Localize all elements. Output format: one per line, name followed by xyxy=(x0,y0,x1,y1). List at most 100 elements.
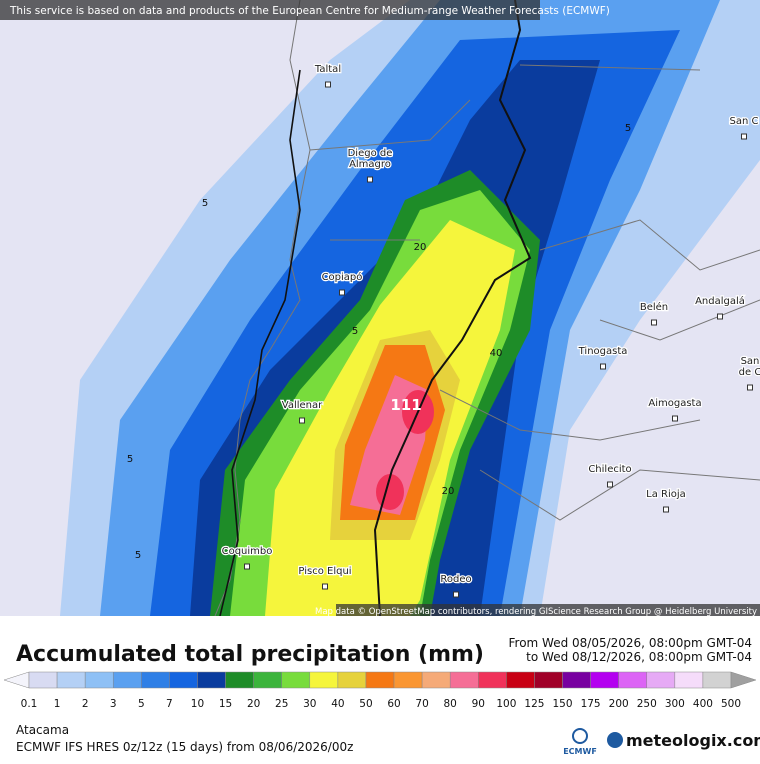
location: Atacama xyxy=(16,723,69,737)
legend-swatch xyxy=(562,671,591,689)
city-label: Pisco Elqui xyxy=(298,566,351,577)
legend-swatch xyxy=(28,671,58,689)
city-label-line: La Rioja xyxy=(646,489,686,500)
legend-swatch xyxy=(337,671,367,689)
city-label-line: Diego de xyxy=(348,148,393,159)
city-label-line: San C xyxy=(730,116,759,127)
ecmwf-logo: ECMWF xyxy=(563,747,597,756)
city-label-line: Aimogasta xyxy=(648,398,701,409)
legend-swatch xyxy=(141,671,170,689)
city-label-line: Taltal xyxy=(314,64,341,75)
date-from: From Wed 08/05/2026, 08:00pm GMT-04 xyxy=(509,636,753,650)
city-marker xyxy=(244,563,250,570)
city-label: Tinogasta xyxy=(578,346,628,357)
legend-label: 70 xyxy=(415,698,428,710)
city-marker xyxy=(322,583,328,590)
legend-label: 20 xyxy=(247,698,260,710)
legend-swatch xyxy=(365,671,395,689)
city-marker xyxy=(741,133,747,140)
city-marker xyxy=(717,313,723,320)
city-label: Rodeo xyxy=(440,574,471,585)
legend-swatch xyxy=(197,671,226,689)
legend-label: 30 xyxy=(303,698,316,710)
attribution: Map data © OpenStreetMap contributors, r… xyxy=(315,607,757,617)
city-label-line: de C xyxy=(739,367,760,378)
meteologix-logo[interactable]: meteologix.com xyxy=(626,731,760,750)
legend-swatch xyxy=(646,671,676,689)
legend-swatch xyxy=(478,671,507,689)
legend-label: 300 xyxy=(665,698,685,710)
date-to: to Wed 08/12/2026, 08:00pm GMT-04 xyxy=(526,650,752,664)
legend-label: 3 xyxy=(110,698,117,710)
city-label-line: Tinogasta xyxy=(578,346,628,357)
legend-swatch xyxy=(674,671,704,689)
legend-label: 90 xyxy=(472,698,485,710)
city-marker xyxy=(607,481,613,488)
legend-swatch xyxy=(449,671,479,689)
legend-swatch xyxy=(590,671,619,689)
city-label: Andalgalá xyxy=(695,295,745,307)
legend-label: 15 xyxy=(219,698,232,710)
legend-label: 125 xyxy=(524,698,544,710)
legend-swatch xyxy=(393,671,423,689)
city-label-line: Vallenar xyxy=(282,400,323,411)
legend-label: 25 xyxy=(275,698,288,710)
city-marker xyxy=(663,506,669,513)
city-label: Belén xyxy=(640,301,668,313)
city-label-line: Chilecito xyxy=(588,464,631,475)
city-label: Aimogasta xyxy=(648,398,701,409)
legend-label: 80 xyxy=(444,698,457,710)
city-marker xyxy=(339,289,345,296)
city-label: Diego de Almagro xyxy=(348,148,393,170)
legend-swatch xyxy=(506,671,535,689)
legend-label: 400 xyxy=(693,698,713,710)
legend-swatch xyxy=(618,671,648,689)
city-label: Vallenar xyxy=(282,400,323,411)
map: Taltal Diego de Almagro Copiapó Vallenar Coqu… xyxy=(0,0,760,616)
legend-swatch xyxy=(253,671,282,689)
legend-swatch xyxy=(421,671,451,689)
city-label: Taltal xyxy=(314,64,341,75)
title: Accumulated total precipitation (mm) xyxy=(16,642,484,667)
city-label-line: Almagro xyxy=(349,159,391,170)
contour-label: 20 xyxy=(442,486,455,497)
city-marker xyxy=(367,176,373,183)
legend-label: 1 xyxy=(54,698,61,710)
legend-swatch xyxy=(534,671,563,689)
ecmwf-icon xyxy=(572,728,588,744)
border-line xyxy=(373,0,532,616)
legend-swatch xyxy=(702,671,732,689)
model-info: ECMWF IFS HRES 0z/12z (15 days) from 08/… xyxy=(16,740,353,754)
legend-label: 100 xyxy=(496,698,516,710)
legend-label: 500 xyxy=(721,698,741,710)
legend-label: 150 xyxy=(552,698,572,710)
legend: 0.1 1 2 3 5 7 10 15 20 25 30 40 50 60 70 80 90 100 125 150 1… xyxy=(3,671,757,710)
city-label-line: Coquimbo xyxy=(222,546,273,557)
boundary-line xyxy=(214,0,760,616)
attribution-background xyxy=(336,604,760,616)
city-label: San C xyxy=(730,116,759,127)
legend-swatch xyxy=(169,671,198,689)
city-marker xyxy=(600,363,606,370)
legend-label: 50 xyxy=(359,698,372,710)
meteologix-icon xyxy=(607,732,623,748)
legend-label: 40 xyxy=(331,698,344,710)
city-label-line: Belén xyxy=(640,301,668,313)
legend-swatch xyxy=(56,671,86,689)
legend-swatch xyxy=(309,671,339,689)
city-marker xyxy=(747,384,753,391)
contour-label: 40 xyxy=(490,348,503,359)
contour-label: 5 xyxy=(352,326,358,337)
banner-background xyxy=(0,0,540,20)
legend-swatch xyxy=(112,671,142,689)
legend-label: 0.1 xyxy=(21,698,38,710)
city-label-line: Copiapó xyxy=(322,271,363,283)
legend-label: 2 xyxy=(82,698,89,710)
contour-label: 5 xyxy=(135,550,141,561)
city-label: San de C xyxy=(739,356,760,378)
city-label: Coquimbo xyxy=(222,546,273,557)
contour-label: 111 xyxy=(390,396,421,414)
legend-label: 250 xyxy=(637,698,657,710)
legend-swatch xyxy=(84,671,114,689)
contour-label: 20 xyxy=(414,242,427,253)
